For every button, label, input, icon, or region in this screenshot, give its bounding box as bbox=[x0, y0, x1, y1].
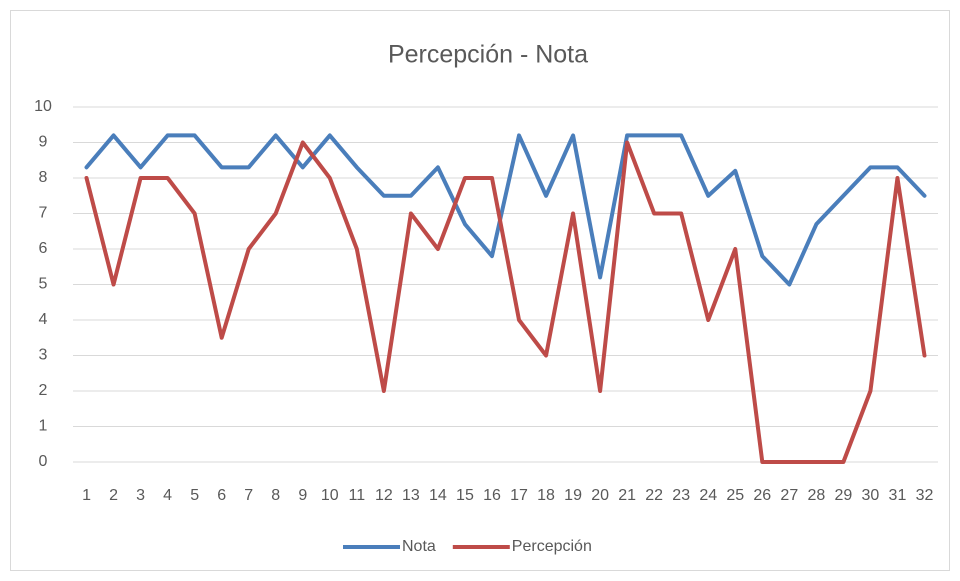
y-tick-label: 3 bbox=[39, 347, 48, 364]
legend-label: Nota bbox=[402, 538, 436, 555]
y-tick-label: 0 bbox=[39, 453, 48, 470]
y-tick-label: 9 bbox=[39, 134, 48, 151]
x-tick-label: 29 bbox=[834, 487, 852, 504]
x-tick-label: 19 bbox=[564, 487, 582, 504]
x-tick-label: 25 bbox=[726, 487, 744, 504]
x-tick-label: 6 bbox=[217, 487, 226, 504]
x-tick-label: 7 bbox=[244, 487, 253, 504]
x-tick-label: 3 bbox=[136, 487, 145, 504]
legend-label: Percepción bbox=[512, 538, 592, 555]
x-tick-label: 32 bbox=[916, 487, 934, 504]
x-tick-label: 21 bbox=[618, 487, 636, 504]
y-tick-label: 5 bbox=[39, 276, 48, 293]
x-tick-label: 30 bbox=[862, 487, 880, 504]
x-tick-label: 18 bbox=[537, 487, 555, 504]
y-tick-label: 4 bbox=[39, 311, 48, 328]
y-tick-label: 8 bbox=[39, 169, 48, 186]
x-tick-label: 27 bbox=[780, 487, 798, 504]
x-tick-label: 11 bbox=[349, 487, 366, 504]
y-tick-label: 7 bbox=[39, 205, 48, 222]
x-tick-label: 17 bbox=[510, 487, 528, 504]
x-tick-label: 16 bbox=[483, 487, 501, 504]
x-tick-label: 5 bbox=[190, 487, 199, 504]
y-tick-label: 1 bbox=[39, 418, 48, 435]
x-tick-label: 2 bbox=[109, 487, 118, 504]
x-tick-label: 4 bbox=[163, 487, 172, 504]
x-tick-label: 14 bbox=[429, 487, 447, 504]
x-tick-label: 26 bbox=[753, 487, 771, 504]
x-tick-label: 20 bbox=[591, 487, 609, 504]
x-tick-label: 31 bbox=[889, 487, 907, 504]
x-tick-label: 28 bbox=[807, 487, 825, 504]
line-series bbox=[84, 133, 927, 287]
x-tick-label: 9 bbox=[298, 487, 307, 504]
x-tick-label: 13 bbox=[402, 487, 420, 504]
y-tick-label: 2 bbox=[39, 382, 48, 399]
x-tick-label: 1 bbox=[82, 487, 91, 504]
y-tick-label: 10 bbox=[34, 98, 52, 115]
x-tick-label: 8 bbox=[271, 487, 280, 504]
line-series bbox=[84, 140, 927, 464]
chart-title: Percepción - Nota bbox=[388, 41, 588, 69]
x-tick-label: 23 bbox=[672, 487, 690, 504]
x-tick-label: 12 bbox=[375, 487, 393, 504]
chart-border bbox=[10, 10, 950, 571]
x-tick-label: 10 bbox=[321, 487, 339, 504]
x-tick-label: 15 bbox=[456, 487, 474, 504]
x-tick-label: 24 bbox=[699, 487, 717, 504]
y-tick-label: 6 bbox=[39, 240, 48, 257]
x-tick-label: 22 bbox=[645, 487, 663, 504]
